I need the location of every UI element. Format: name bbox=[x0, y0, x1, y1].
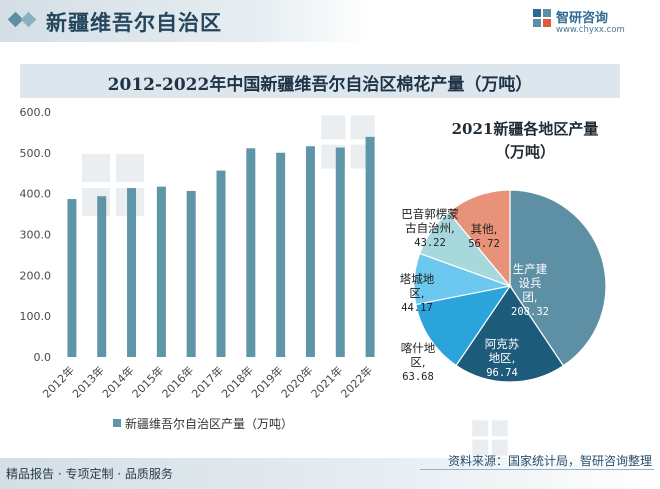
data-source: 资料来源：国家统计局，智研咨询整理 bbox=[447, 454, 652, 468]
pie-title-line: 2021新疆各地区产量 bbox=[451, 120, 599, 138]
pie-category-label: 设兵 bbox=[519, 276, 542, 290]
y-tick-label: 0.0 bbox=[34, 351, 52, 364]
pie-value-label: 43.22 bbox=[414, 237, 446, 249]
y-tick-label: 600.0 bbox=[20, 106, 52, 119]
bar bbox=[335, 147, 345, 357]
header-diamond-icon bbox=[7, 11, 42, 30]
bar bbox=[246, 148, 256, 357]
x-tick-label: 2021年 bbox=[308, 363, 345, 400]
pie-slice bbox=[447, 189, 511, 288]
x-tick-label: 2013年 bbox=[69, 363, 106, 400]
chart-title-bar: 2012-2022年中国新疆维吾尔自治区棉花产量（万吨） bbox=[20, 64, 620, 98]
x-tick-label: 2014年 bbox=[99, 363, 136, 400]
pie-category-label: 喀什地 bbox=[401, 341, 436, 355]
pie-category-label: 生产建 bbox=[513, 262, 548, 276]
x-tick-label: 2017年 bbox=[189, 363, 226, 400]
y-tick-label: 300.0 bbox=[20, 229, 52, 242]
pie-category-label: 其他, bbox=[471, 222, 498, 236]
source-underline bbox=[420, 469, 654, 470]
bar bbox=[67, 199, 77, 357]
bar bbox=[216, 170, 226, 357]
y-tick-label: 100.0 bbox=[20, 310, 52, 323]
legend-label: 新疆维吾尔自治区产量（万吨） bbox=[125, 416, 293, 431]
footer-bar: 精品报告 · 专项定制 · 品质服务 bbox=[0, 458, 660, 489]
bar bbox=[186, 190, 196, 357]
pie-value-label: 208.32 bbox=[511, 306, 549, 318]
pie-category-label: 古自治州, bbox=[405, 221, 455, 235]
pie-chart: 生产建设兵团,208.32阿克苏地区,96.74喀什地区,63.68塔城地区,4… bbox=[400, 189, 607, 383]
bar bbox=[156, 186, 166, 357]
pie-category-label: 阿克苏 bbox=[485, 337, 520, 351]
y-tick-label: 400.0 bbox=[20, 188, 52, 201]
x-tick-label: 2022年 bbox=[338, 363, 375, 400]
pie-category-label: 巴音郭楞蒙 bbox=[401, 207, 459, 221]
pie-title: 2021新疆各地区产量 （万吨） bbox=[395, 118, 655, 164]
chart-title: 2012-2022年中国新疆维吾尔自治区棉花产量（万吨） bbox=[107, 75, 533, 95]
pie-value-label: 44.17 bbox=[401, 302, 433, 314]
x-tick-label: 2016年 bbox=[159, 363, 196, 400]
x-tick-label: 2019年 bbox=[248, 363, 285, 400]
page-title: 新疆维吾尔自治区 bbox=[46, 11, 222, 35]
pie-title-line: （万吨） bbox=[494, 143, 555, 161]
pie-slice bbox=[415, 285, 512, 367]
header-bar: 新疆维吾尔自治区 智研咨询 www.chyxx.com bbox=[0, 0, 660, 42]
pie-category-label: 区, bbox=[410, 355, 425, 369]
bar bbox=[127, 188, 137, 357]
x-tick-label: 2012年 bbox=[40, 363, 77, 400]
footer-slogan: 精品报告 · 专项定制 · 品质服务 bbox=[6, 467, 173, 481]
x-tick-label: 2018年 bbox=[218, 363, 255, 400]
brand-logo[interactable]: 智研咨询 www.chyxx.com bbox=[532, 6, 652, 40]
pie-value-label: 96.74 bbox=[486, 367, 518, 379]
bar bbox=[305, 146, 315, 357]
bar bbox=[97, 196, 107, 357]
pie-slice bbox=[455, 284, 565, 383]
brand-name: 智研咨询 bbox=[556, 11, 609, 26]
pie-category-label: 地区, bbox=[489, 351, 516, 365]
header-band bbox=[0, 0, 372, 42]
watermark-logo-icon bbox=[472, 420, 508, 456]
x-tick-label: 2015年 bbox=[129, 363, 166, 400]
bar-legend: 新疆维吾尔自治区产量（万吨） bbox=[113, 416, 293, 431]
pie-value-label: 63.68 bbox=[402, 371, 434, 383]
brand-url[interactable]: www.chyxx.com bbox=[556, 25, 625, 35]
y-tick-label: 500.0 bbox=[20, 147, 52, 160]
x-tick-label: 2020年 bbox=[278, 363, 315, 400]
legend-swatch bbox=[113, 419, 121, 427]
pie-category-label: 塔城地 bbox=[400, 272, 435, 286]
pie-value-label: 56.72 bbox=[468, 238, 500, 250]
pie-category-label: 团, bbox=[522, 290, 537, 304]
bar bbox=[365, 136, 375, 357]
pie-category-label: 区, bbox=[409, 286, 424, 300]
bar bbox=[276, 152, 286, 357]
y-tick-label: 200.0 bbox=[20, 269, 52, 282]
brand-logo-icon bbox=[533, 9, 551, 27]
